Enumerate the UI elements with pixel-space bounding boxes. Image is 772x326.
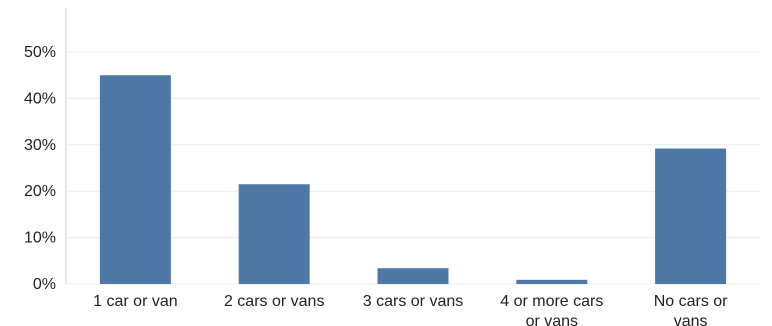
x-axis-labels: 1 car or van 2 cars or vans 3 cars or vans… bbox=[93, 293, 728, 326]
bar bbox=[99, 75, 171, 284]
y-tick-label: 40% bbox=[24, 90, 56, 107]
x-category-label: vans bbox=[674, 313, 708, 326]
y-tick-label: 30% bbox=[24, 137, 56, 154]
x-category-label: No cars or bbox=[654, 293, 728, 310]
x-category-label: 2 cars or vans bbox=[224, 293, 324, 310]
y-tick-label: 20% bbox=[24, 183, 56, 200]
y-tick-label: 10% bbox=[24, 230, 56, 247]
y-tick-label: 50% bbox=[24, 44, 56, 61]
bar bbox=[238, 184, 310, 284]
bar bbox=[655, 148, 727, 284]
x-category-label: or vans bbox=[526, 313, 578, 326]
y-axis-ticks: 0% 10% 20% 30% 40% 50% bbox=[24, 44, 56, 293]
x-category-label: 1 car or van bbox=[93, 293, 177, 310]
bar bbox=[516, 279, 588, 284]
bar bbox=[377, 268, 449, 284]
grid-lines bbox=[66, 51, 760, 285]
bars bbox=[99, 75, 727, 284]
y-tick-label: 0% bbox=[33, 276, 56, 293]
x-category-label: 3 cars or vans bbox=[363, 293, 463, 310]
x-category-label: 4 or more cars bbox=[500, 293, 603, 310]
